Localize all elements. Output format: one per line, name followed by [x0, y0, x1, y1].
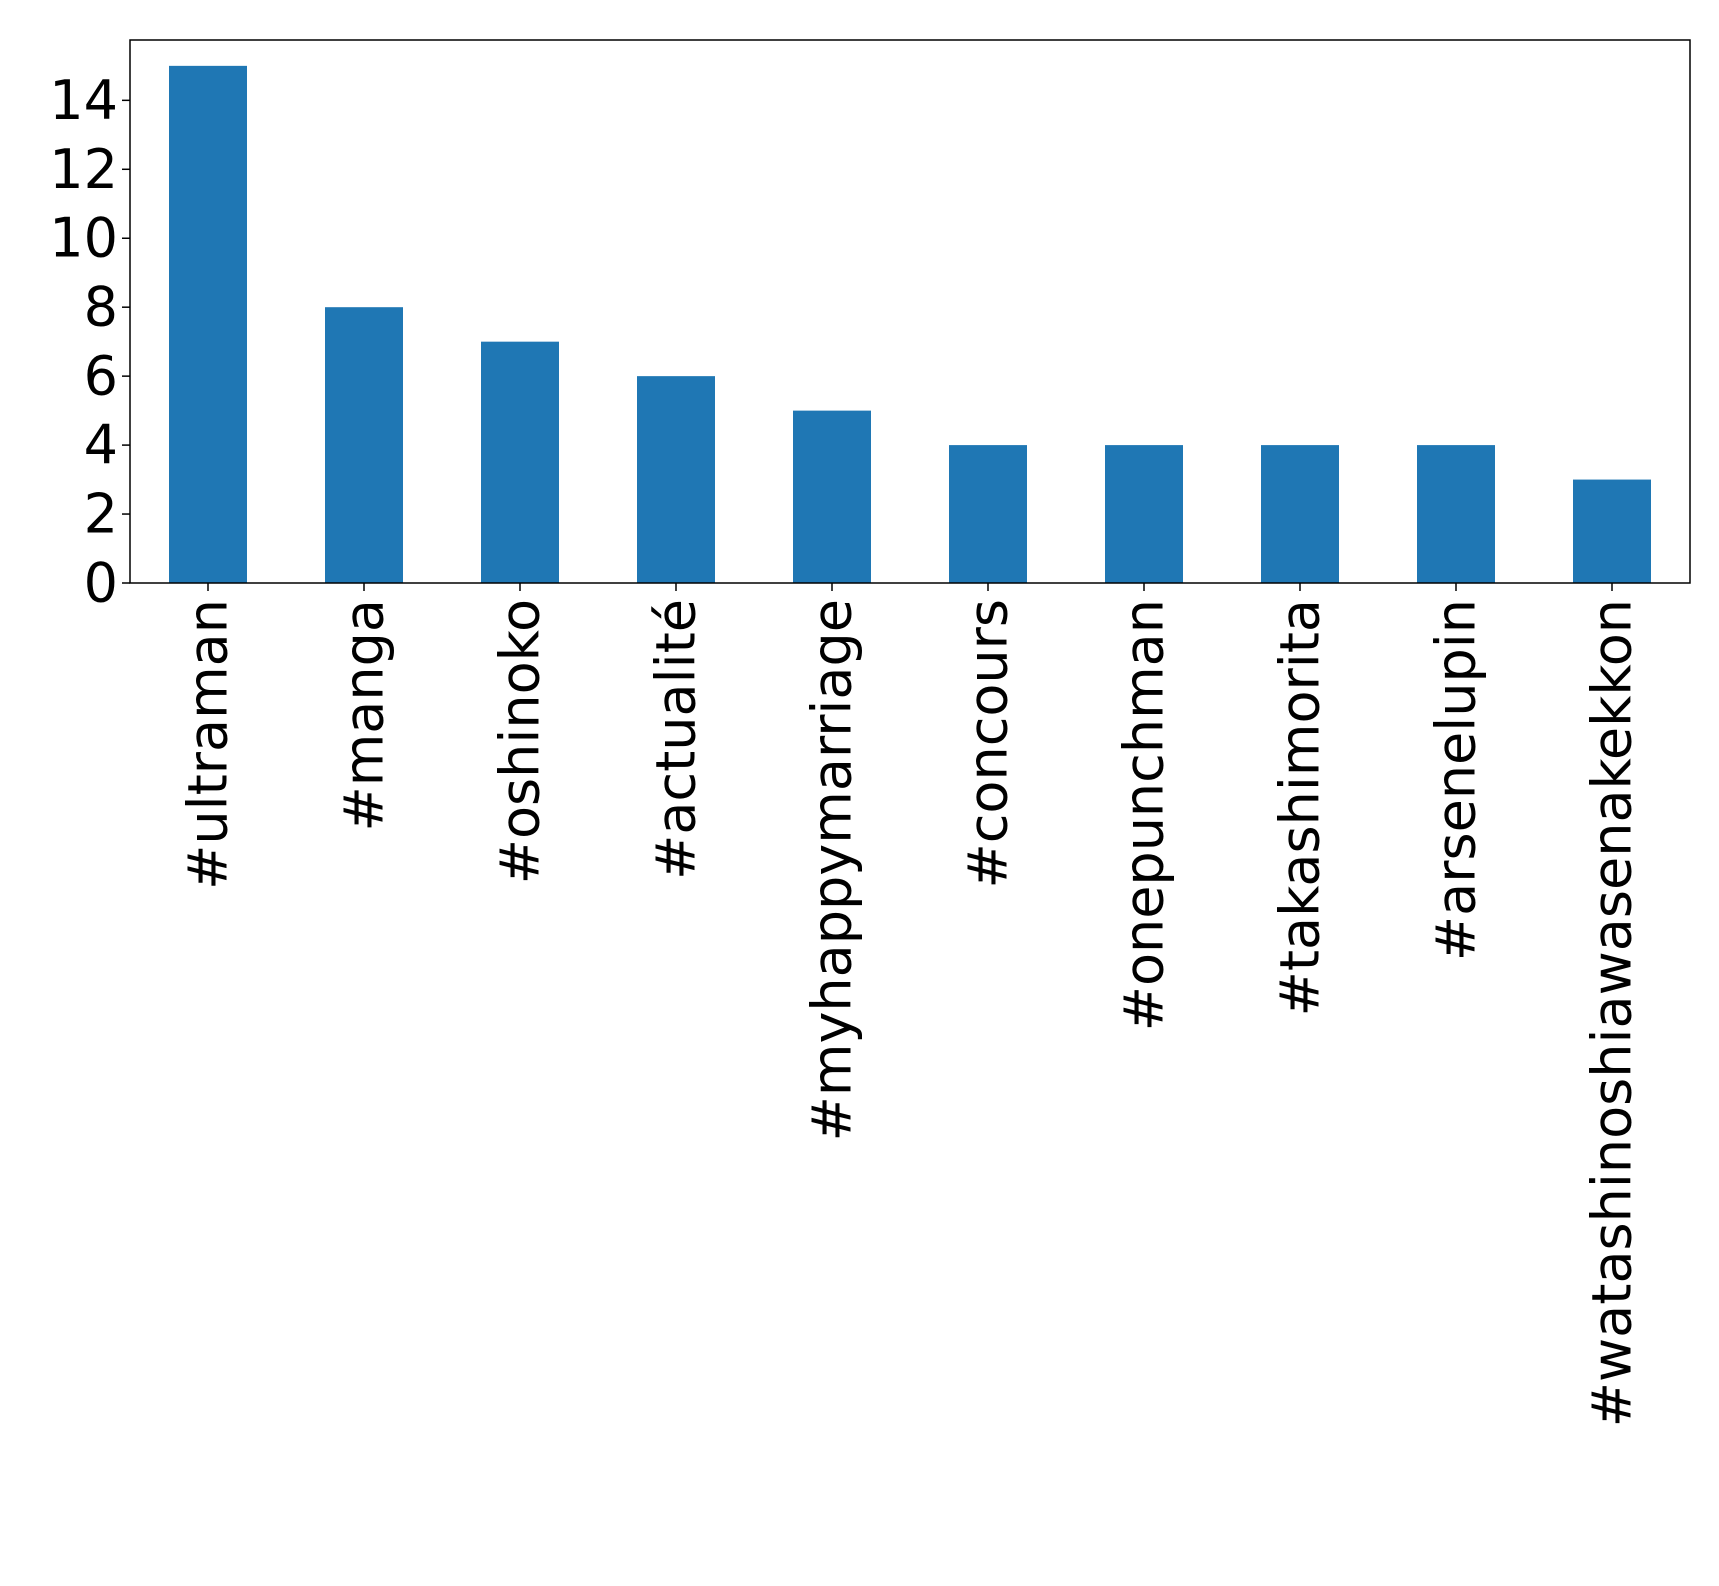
y-tick-label: 4	[84, 414, 118, 477]
bar-2	[481, 341, 559, 583]
plot-frame	[129, 39, 1691, 584]
x-tick-label: #onepunchman	[1113, 599, 1176, 1031]
bar-8	[1417, 445, 1495, 583]
bar-7	[1261, 445, 1339, 583]
y-tick-label: 12	[49, 138, 118, 201]
bar-6	[1105, 445, 1183, 583]
x-tick-label: #arsenelupin	[1425, 599, 1488, 961]
x-axis: #ultraman #manga #oshinoko #actualité #myhap…	[177, 583, 1644, 1427]
y-tick-label: 0	[84, 552, 118, 615]
x-tick-label: #manga	[333, 599, 396, 832]
bar-9	[1573, 479, 1651, 583]
y-tick-label: 14	[49, 69, 118, 132]
bar-1	[325, 307, 403, 583]
bar-0	[169, 65, 247, 584]
bars-group	[169, 65, 1651, 584]
x-tick-label: #watashinoshiawasenakekkon	[1581, 599, 1644, 1427]
x-tick-label: #actualité	[645, 599, 708, 880]
x-tick-label: #takashimorita	[1269, 599, 1332, 1016]
y-tick-label: 8	[84, 276, 118, 339]
x-tick-label: #ultraman	[177, 599, 240, 890]
x-tick-label: #myhappymarriage	[801, 599, 864, 1141]
y-tick-label: 10	[49, 207, 118, 270]
bar-5	[949, 445, 1027, 583]
bar-3	[637, 376, 715, 583]
x-tick-label: #oshinoko	[489, 599, 552, 884]
y-tick-label: 2	[84, 483, 118, 546]
bar-4	[793, 410, 871, 583]
x-tick-label: #concours	[957, 599, 1020, 889]
y-tick-label: 6	[84, 345, 118, 408]
